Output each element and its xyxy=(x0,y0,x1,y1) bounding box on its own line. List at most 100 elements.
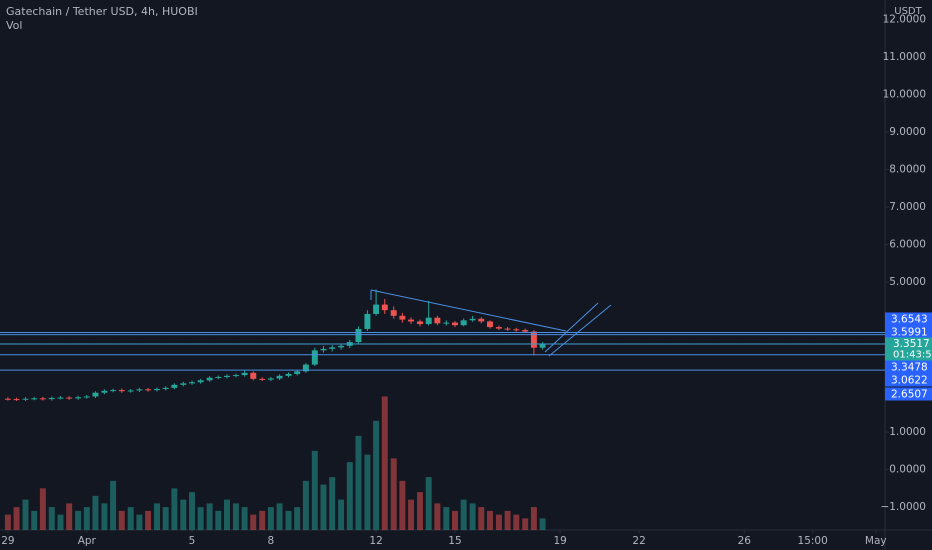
x-tick-label: 15 xyxy=(448,535,461,547)
volume-label: Vol xyxy=(6,19,22,32)
x-tick-label: 15:00 xyxy=(798,535,828,547)
candle-body xyxy=(469,318,476,321)
candle-body xyxy=(425,317,432,325)
candle-body xyxy=(215,376,222,378)
candle-body xyxy=(539,343,546,348)
last-price-label: 3.3517 xyxy=(893,338,930,350)
y-tick-label: 9.0000 xyxy=(889,126,926,138)
volume-bar xyxy=(162,507,169,530)
volume-bar xyxy=(136,514,143,530)
y-tick-label: 6.0000 xyxy=(889,239,926,251)
x-tick-label: Apr xyxy=(78,535,97,547)
y-tick-label: 1.0000 xyxy=(889,426,926,438)
volume-bar xyxy=(75,510,82,530)
volume-bar xyxy=(302,480,309,530)
y-tick-label: 0.0000 xyxy=(889,464,926,476)
price-level-box xyxy=(885,373,932,387)
y-tick-label: 5.0000 xyxy=(889,276,926,288)
volume-bar xyxy=(495,514,502,530)
price-level-box xyxy=(885,360,932,374)
x-tick-label: 22 xyxy=(632,535,645,547)
candle-body xyxy=(136,389,143,391)
volume-bar xyxy=(31,510,38,530)
x-tick-label: 19 xyxy=(554,535,567,547)
axis: 12.0000 11.0000 10.0000 9.0000 8.0000 7.0000 6… xyxy=(1,14,932,547)
volume-bar xyxy=(530,507,537,530)
candle-body xyxy=(206,377,213,381)
y-tick-label: 10.0000 xyxy=(883,89,926,101)
volume-bar xyxy=(39,488,46,530)
volume-bar xyxy=(425,477,432,530)
candle-body xyxy=(101,390,108,393)
y-tick-label: 12.0000 xyxy=(883,14,926,26)
axis-unit: USDT xyxy=(894,6,922,17)
candle-body xyxy=(223,375,230,377)
candle-body xyxy=(48,397,55,400)
trend-line xyxy=(544,302,599,353)
chart-title: Gatechain / Tether USD, 4h, HUOBI xyxy=(6,5,198,18)
volume-bar xyxy=(92,495,99,530)
volume-bar xyxy=(215,510,222,530)
volume-bar xyxy=(22,499,29,530)
candle-body xyxy=(417,321,423,325)
volume-bar xyxy=(48,507,55,530)
x-tick-label: 12 xyxy=(369,535,382,547)
volume-bar xyxy=(101,503,108,530)
y-tick-label: 11.0000 xyxy=(883,51,926,63)
volume-bar xyxy=(513,514,520,530)
volume-bar xyxy=(399,480,406,530)
volume-bar xyxy=(329,477,336,530)
x-tick-label: 8 xyxy=(268,535,275,547)
candle-body xyxy=(513,329,520,331)
candle-body xyxy=(127,390,134,392)
trend-line xyxy=(548,304,612,357)
candle-body xyxy=(276,375,283,379)
volume-bar xyxy=(355,435,362,530)
candle-body xyxy=(504,328,511,330)
candle-body xyxy=(522,330,529,332)
price-level-box xyxy=(885,325,932,339)
volume-bar xyxy=(390,458,397,530)
trend-line xyxy=(370,289,567,332)
candle-body xyxy=(13,399,20,401)
volume-bar xyxy=(320,484,327,530)
volume-bar xyxy=(539,518,546,530)
volume-bar xyxy=(127,507,134,530)
volume-bar xyxy=(13,507,20,530)
volume-bar xyxy=(338,499,345,530)
candle-body xyxy=(180,383,187,385)
volume-bar xyxy=(276,503,283,530)
volume-bar xyxy=(373,420,380,530)
candle-body xyxy=(66,397,73,399)
candle-body xyxy=(364,313,371,329)
price-level-box xyxy=(885,312,932,326)
volume-bar xyxy=(83,507,90,530)
candle-body xyxy=(171,384,178,388)
volume-bar xyxy=(118,510,125,530)
volume-bar xyxy=(241,507,248,530)
price-level-box xyxy=(885,387,932,401)
candle-body xyxy=(39,398,46,400)
volume-bar xyxy=(154,503,160,530)
volume-bar xyxy=(4,514,11,530)
candle-body xyxy=(31,398,38,400)
volume-bar xyxy=(469,503,476,530)
price-level-label: 3.6543 xyxy=(891,314,928,326)
volume-bar xyxy=(57,514,64,530)
candle-body xyxy=(83,396,90,398)
volume-bar xyxy=(145,510,152,530)
candle-body xyxy=(460,320,467,326)
volume-bar xyxy=(259,510,266,530)
volume-bar xyxy=(285,510,292,530)
volume-bar xyxy=(250,514,257,530)
price-level-label: 2.6507 xyxy=(891,389,928,401)
y-tick-label: 8.0000 xyxy=(889,164,926,176)
volume-bar xyxy=(189,492,195,530)
volume-bar xyxy=(206,503,213,530)
volume-bar xyxy=(381,396,388,530)
volume-bar xyxy=(478,507,485,530)
price-level-label: 3.5991 xyxy=(891,327,928,339)
volume-bar xyxy=(66,503,73,530)
candle-body xyxy=(250,372,257,379)
candle-body xyxy=(530,331,537,348)
